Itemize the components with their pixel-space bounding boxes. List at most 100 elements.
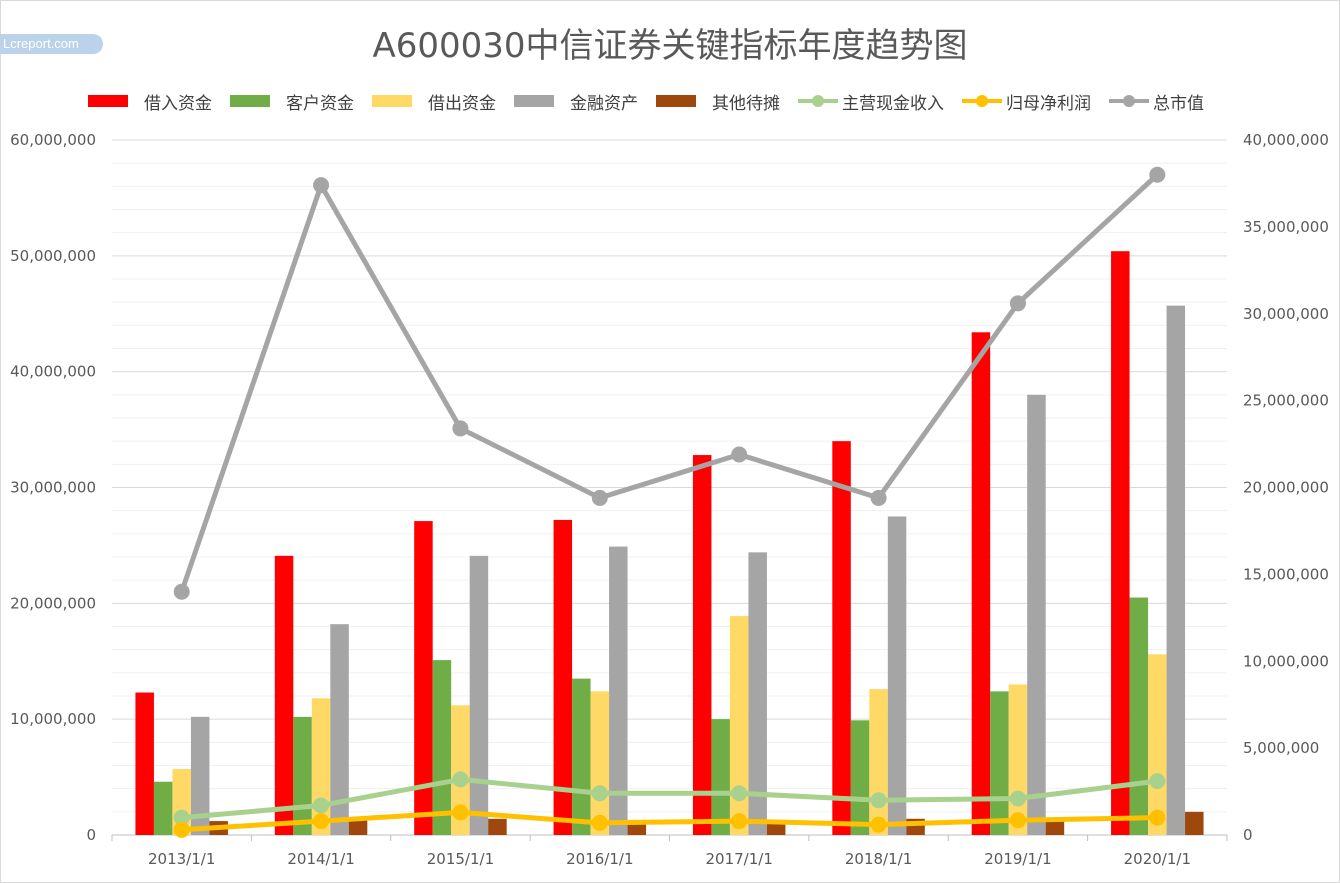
- series-point: [1009, 812, 1026, 829]
- x-tick-label: 2018/1/1: [845, 850, 912, 868]
- bar: [488, 818, 507, 835]
- y-right-tick-label: 35,000,000: [1243, 218, 1329, 236]
- series-point: [591, 785, 608, 802]
- bar: [692, 455, 712, 835]
- y-left-tick-label: 0: [86, 826, 96, 844]
- series-point: [452, 804, 469, 821]
- legend-item-borrowed-funds: 借入资金: [88, 89, 212, 114]
- legend-item-other-prepaid: 其他待摊: [656, 89, 780, 114]
- y-right-tick-label: 20,000,000: [1243, 479, 1329, 497]
- series-point: [1149, 166, 1166, 183]
- bar: [832, 441, 851, 835]
- legend-item-operating-cash: 主营现金收入: [798, 89, 944, 114]
- bar: [609, 546, 628, 835]
- legend-swatch: [372, 95, 412, 107]
- series-point: [173, 821, 190, 838]
- bar: [572, 678, 591, 835]
- legend-swatch: [656, 95, 696, 107]
- watermark: Lcreport.com: [0, 34, 103, 54]
- x-tick-label: 2019/1/1: [984, 850, 1051, 868]
- bar: [1166, 305, 1186, 835]
- series-point: [591, 489, 608, 506]
- bar: [469, 555, 489, 835]
- bar: [748, 552, 767, 835]
- series-point: [591, 814, 608, 831]
- bar: [1129, 597, 1149, 835]
- x-tick-label: 2020/1/1: [1124, 850, 1191, 868]
- legend-item-financial-assets: 金融资产: [514, 89, 638, 114]
- legend-label: 客户资金: [286, 93, 354, 114]
- series-point: [870, 792, 887, 809]
- bar: [348, 819, 368, 835]
- legend-swatch: [962, 90, 1002, 112]
- bar: [1027, 394, 1046, 835]
- legend-label: 总市值: [1153, 93, 1204, 114]
- y-left-tick-label: 60,000,000: [10, 131, 96, 149]
- bar: [330, 624, 349, 835]
- series-point: [731, 785, 748, 802]
- series-point: [452, 771, 469, 788]
- legend-swatch: [1109, 90, 1149, 112]
- legend-swatch: [798, 90, 838, 112]
- bar: [451, 705, 470, 835]
- bar: [869, 689, 888, 835]
- bar: [414, 521, 433, 835]
- y-left-tick-label: 10,000,000: [10, 710, 96, 728]
- legend-label: 主营现金收入: [842, 93, 944, 114]
- legend-item-lent-funds: 借出资金: [372, 89, 496, 114]
- series-line: [179, 172, 1160, 593]
- series-point: [1009, 295, 1026, 312]
- legend-item-market-cap: 总市值: [1109, 89, 1204, 114]
- bar: [971, 332, 991, 835]
- series-point: [313, 177, 330, 194]
- x-tick-label: 2017/1/1: [706, 850, 773, 868]
- legend-label: 借出资金: [428, 93, 496, 114]
- bar: [1111, 251, 1130, 835]
- bar: [887, 516, 907, 835]
- legend: 借入资金 客户资金 借出资金 金融资产 其他待摊 主营现金收入 归母净利润 总市…: [88, 89, 1222, 114]
- series-point: [173, 809, 190, 826]
- legend-item-net-profit: 归母净利润: [962, 89, 1091, 114]
- y-right-tick-label: 40,000,000: [1243, 131, 1329, 149]
- series-point: [1149, 773, 1166, 790]
- bar: [590, 691, 610, 835]
- legend-label: 金融资产: [570, 93, 638, 114]
- bar: [729, 616, 749, 835]
- series-point: [731, 446, 748, 463]
- bar: [1185, 811, 1204, 835]
- series-line: [181, 776, 1158, 821]
- legend-label: 借入资金: [144, 93, 212, 114]
- bar: [432, 660, 452, 835]
- x-tick-label: 2014/1/1: [287, 850, 354, 868]
- bar: [990, 691, 1009, 835]
- legend-item-client-funds: 客户资金: [230, 89, 354, 114]
- y-right-tick-label: 5,000,000: [1243, 739, 1319, 757]
- chart-title: A600030中信证券关键指标年度趋势图: [372, 26, 968, 66]
- x-tick-label: 2016/1/1: [566, 850, 633, 868]
- legend-label: 归母净利润: [1006, 93, 1091, 114]
- bar: [553, 519, 573, 835]
- x-tick-label: 2015/1/1: [427, 850, 494, 868]
- y-right-tick-label: 10,000,000: [1243, 652, 1329, 670]
- y-right-tick-label: 30,000,000: [1243, 305, 1329, 323]
- y-right-tick-label: 25,000,000: [1243, 392, 1329, 410]
- legend-swatch: [230, 95, 270, 107]
- bar: [274, 555, 294, 835]
- series-point: [313, 797, 330, 814]
- series-point: [1149, 809, 1166, 826]
- bar: [1045, 821, 1065, 835]
- bar: [850, 720, 870, 835]
- bar: [190, 716, 210, 835]
- bar: [711, 719, 730, 835]
- y-left-tick-label: 30,000,000: [10, 479, 96, 497]
- series-point: [870, 489, 887, 506]
- y-left-tick-label: 40,000,000: [10, 363, 96, 381]
- y-left-tick-label: 20,000,000: [10, 594, 96, 612]
- series-point: [870, 816, 887, 833]
- x-tick-label: 2013/1/1: [148, 850, 215, 868]
- bar: [1148, 654, 1167, 835]
- series-line: [181, 809, 1158, 833]
- y-left-tick-label: 50,000,000: [10, 247, 96, 265]
- y-right-tick-label: 15,000,000: [1243, 565, 1329, 583]
